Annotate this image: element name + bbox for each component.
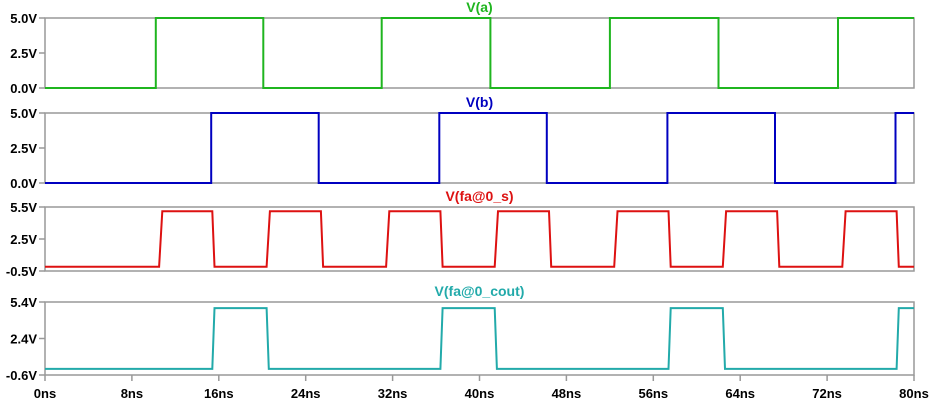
y-tick-label: 5.0V	[10, 106, 37, 121]
x-tick-label: 56ns	[638, 386, 668, 401]
x-tick-label: 8ns	[121, 386, 143, 401]
series-line-2	[45, 112, 914, 184]
y-tick-label: 2.5V	[10, 232, 37, 247]
series-line-3	[45, 210, 914, 268]
x-tick-label: 16ns	[204, 386, 234, 401]
plot-frame-1	[44, 17, 915, 89]
y-tick-label: 5.0V	[10, 11, 37, 26]
y-tick-label: 2.5V	[10, 46, 37, 61]
x-tick-label: 48ns	[552, 386, 582, 401]
x-tick-label: 0ns	[34, 386, 56, 401]
plot-frame-3	[44, 206, 915, 272]
series-title-2: V(b)	[466, 94, 493, 110]
y-tick-label: 0.0V	[10, 81, 37, 96]
plot-frame-2	[44, 112, 915, 184]
x-tick-label: 64ns	[725, 386, 755, 401]
x-tick-label: 32ns	[378, 386, 408, 401]
series-title-4: V(fa@0_cout)	[435, 283, 525, 299]
series-title-1: V(a)	[466, 0, 492, 15]
y-tick-label: 0.0V	[10, 176, 37, 191]
y-tick-label: 2.5V	[10, 141, 37, 156]
x-tick-label: 72ns	[812, 386, 842, 401]
y-tick-label: 2.4V	[10, 332, 37, 347]
y-tick-label: -0.5V	[6, 264, 37, 279]
series-line-1	[45, 17, 914, 89]
x-tick-label: 80ns	[899, 386, 929, 401]
y-tick-label: 5.5V	[10, 200, 37, 215]
x-tick-label: 24ns	[291, 386, 321, 401]
x-tick-label: 40ns	[465, 386, 495, 401]
y-tick-label: -0.6V	[6, 368, 37, 383]
series-title-3: V(fa@0_s)	[445, 188, 513, 204]
y-tick-label: 5.4V	[10, 295, 37, 310]
series-line-4	[45, 307, 914, 370]
plot-frame-4	[44, 301, 915, 376]
